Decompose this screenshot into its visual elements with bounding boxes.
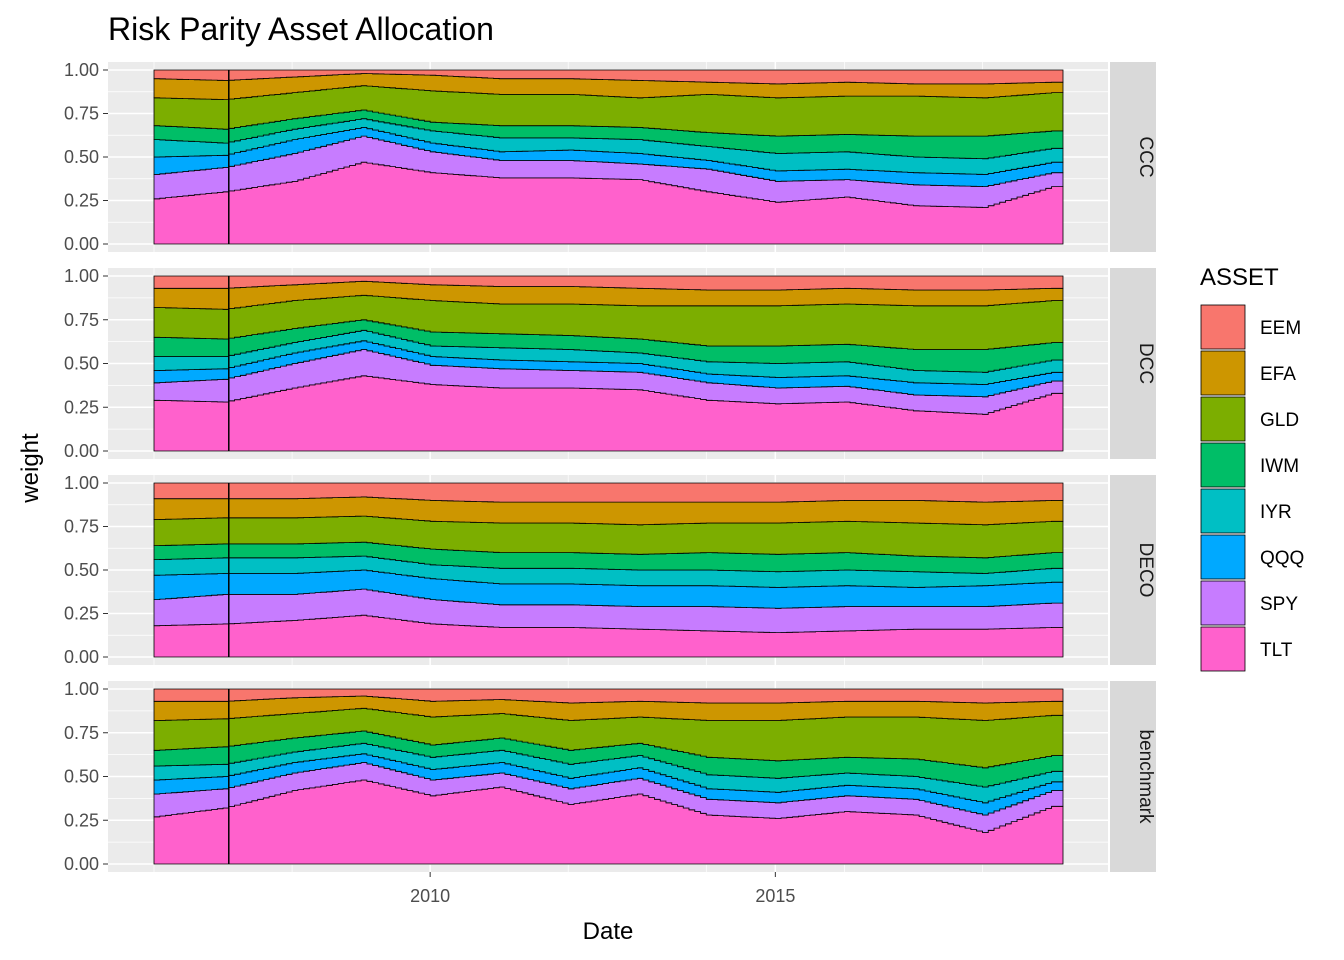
band-benchmark-eem bbox=[153, 688, 1064, 704]
legend-label: GLD bbox=[1260, 410, 1299, 431]
panel-deco: 0.00 0.25 0.50 0.75 1.00 DECO bbox=[64, 473, 1156, 667]
y-tick-label: 0.25 bbox=[64, 810, 99, 830]
chart-title: Risk Parity Asset Allocation bbox=[108, 11, 494, 47]
panel-ccc: 0.00 0.25 0.50 0.75 1.00 CCC bbox=[64, 60, 1156, 254]
legend-key-iyr bbox=[1200, 488, 1246, 534]
facet-panels: 0.00 0.25 0.50 0.75 1.00 CCC 0.00 0.25 0.50 0.75 1… bbox=[64, 60, 1156, 874]
facet-strip bbox=[1110, 475, 1156, 665]
x-axis-title: Date bbox=[583, 918, 634, 945]
y-tick-label: 0.50 bbox=[64, 354, 99, 374]
y-tick-label: 0.50 bbox=[64, 147, 99, 167]
x-tick-label: 2010 bbox=[410, 886, 450, 906]
y-tick-label: 1.00 bbox=[64, 60, 99, 80]
legend-label: EEM bbox=[1260, 318, 1301, 339]
legend-key-eem bbox=[1200, 304, 1246, 350]
y-tick-label: 0.50 bbox=[64, 560, 99, 580]
y-tick-label: 0.75 bbox=[64, 723, 99, 743]
legend-label: EFA bbox=[1260, 364, 1296, 385]
legend-label: TLT bbox=[1260, 640, 1293, 661]
y-tick-label: 0.75 bbox=[64, 517, 99, 537]
y-tick-label: 0.50 bbox=[64, 767, 99, 787]
y-tick-label: 0.25 bbox=[64, 191, 99, 211]
legend-label: SPY bbox=[1260, 594, 1298, 615]
y-axis-title: weight bbox=[17, 433, 44, 504]
x-axis: 2010 2015 bbox=[410, 872, 795, 906]
legend-key-tlt bbox=[1200, 626, 1246, 672]
y-tick-label: 0.00 bbox=[64, 647, 99, 667]
band-deco-eem bbox=[153, 482, 1064, 503]
panel-benchmark: 0.00 0.25 0.50 0.75 1.00 benchmark bbox=[64, 679, 1156, 874]
legend-key-gld bbox=[1200, 396, 1246, 442]
y-tick-label: 0.00 bbox=[64, 441, 99, 461]
facet-label: CCC bbox=[1135, 136, 1156, 177]
y-tick-label: 0.00 bbox=[64, 234, 99, 254]
y-tick-label: 0.00 bbox=[64, 854, 99, 874]
x-tick-label: 2015 bbox=[755, 886, 795, 906]
facet-label: DECO bbox=[1135, 543, 1156, 598]
y-tick-label: 1.00 bbox=[64, 266, 99, 286]
legend-label: IYR bbox=[1260, 502, 1292, 523]
legend-key-iwm bbox=[1200, 442, 1246, 488]
y-tick-label: 1.00 bbox=[64, 679, 99, 699]
facet-strip bbox=[1110, 268, 1156, 459]
y-tick-label: 0.75 bbox=[64, 310, 99, 330]
legend: ASSET EEM EFA GLD IWM IYR QQQ SPY TLT bbox=[1200, 264, 1304, 672]
legend-key-spy bbox=[1200, 580, 1246, 626]
facet-label: DCC bbox=[1135, 343, 1156, 384]
legend-key-qqq bbox=[1200, 534, 1246, 580]
legend-label: IWM bbox=[1260, 456, 1299, 477]
y-tick-label: 0.25 bbox=[64, 604, 99, 624]
y-tick-label: 0.25 bbox=[64, 397, 99, 417]
legend-key-efa bbox=[1200, 350, 1246, 396]
y-tick-label: 0.75 bbox=[64, 104, 99, 124]
facet-strip bbox=[1110, 62, 1156, 252]
panel-dcc: 0.00 0.25 0.50 0.75 1.00 DCC bbox=[64, 266, 1156, 461]
facet-strip bbox=[1110, 681, 1156, 872]
band-dcc-eem bbox=[153, 275, 1064, 291]
legend-label: QQQ bbox=[1260, 548, 1304, 569]
legend-title: ASSET bbox=[1200, 264, 1279, 291]
band-ccc-eem bbox=[153, 69, 1064, 85]
y-tick-label: 1.00 bbox=[64, 473, 99, 493]
facet-label: benchmark bbox=[1135, 730, 1156, 824]
